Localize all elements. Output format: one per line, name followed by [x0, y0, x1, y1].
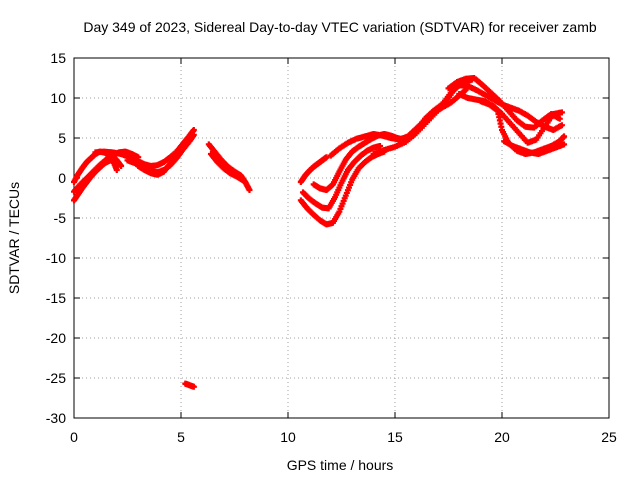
data-point [190, 131, 197, 138]
x-tick-label: 5 [177, 429, 185, 445]
y-tick-label: -20 [46, 330, 66, 346]
chart-title: Day 349 of 2023, Sidereal Day-to-day VTE… [83, 19, 596, 35]
data-point [323, 154, 330, 161]
data-point [558, 109, 565, 116]
x-tick-label: 25 [601, 429, 617, 445]
series-arc-g [205, 141, 253, 193]
data-point [377, 143, 384, 149]
y-tick-label: 5 [58, 130, 66, 146]
data-point [240, 177, 247, 184]
series-arc-c [71, 156, 120, 204]
series-arc-j [297, 154, 330, 185]
y-axis-label: SDTVAR / TECUs [6, 182, 22, 294]
plot-frame [73, 57, 610, 419]
data-point [246, 187, 253, 193]
data-point [113, 167, 120, 173]
data-point [558, 122, 565, 129]
data-point [186, 135, 193, 141]
x-tick-label: 15 [387, 429, 403, 445]
y-tick-label: 10 [50, 90, 66, 106]
data-point [561, 141, 568, 148]
data-point [561, 133, 568, 140]
x-tick-label: 0 [70, 429, 78, 445]
series-arc-o [370, 76, 476, 157]
x-axis-label: GPS time / hours [287, 457, 394, 473]
y-tick-label: -10 [46, 250, 66, 266]
grid [74, 58, 609, 418]
y-tick-label: -25 [46, 370, 66, 386]
data-point [190, 383, 197, 390]
y-tick-label: -15 [46, 290, 66, 306]
x-tick-label: 10 [280, 429, 296, 445]
series-arc-k [297, 148, 388, 228]
data-point [556, 115, 563, 122]
series-arc-f [135, 135, 193, 178]
y-tick-label: 15 [50, 50, 66, 66]
axis-ticks: 0 5 10 15 20 25 -30 -25 -20 -15 -10 -5 0 5 10 15 [46, 50, 617, 445]
y-tick-label: -5 [54, 210, 67, 226]
series-arc-l [299, 143, 384, 212]
data-point [118, 163, 125, 169]
series-arc-h [207, 151, 247, 184]
series-arc-t [501, 138, 568, 157]
data-points [71, 75, 568, 390]
y-tick-label: 0 [58, 170, 66, 186]
y-tick-label: -30 [46, 410, 66, 426]
x-tick-label: 20 [494, 429, 510, 445]
series-arc-i [182, 380, 197, 390]
